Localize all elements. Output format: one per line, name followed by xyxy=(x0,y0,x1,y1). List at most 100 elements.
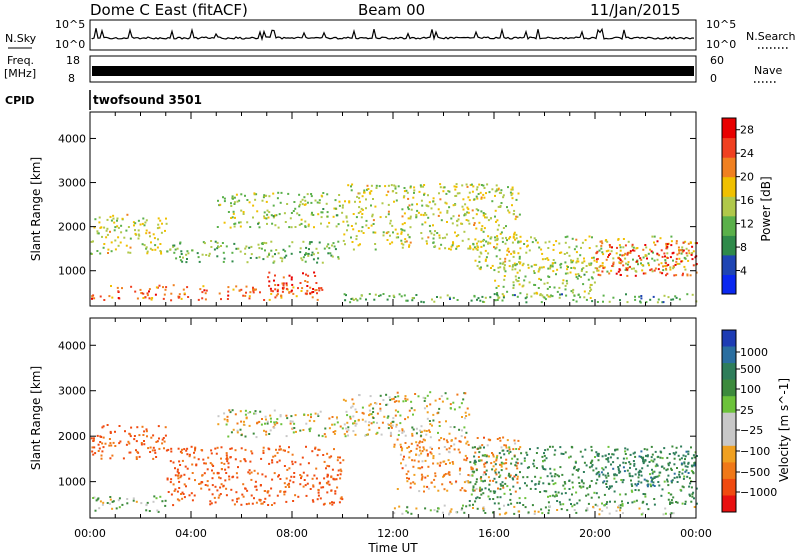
power-cell xyxy=(666,252,669,255)
power-cell xyxy=(384,185,387,188)
velocity-cell xyxy=(653,470,656,473)
power-cell xyxy=(444,201,447,204)
power-cell xyxy=(306,285,309,287)
velocity-cell xyxy=(515,473,517,476)
power-cell xyxy=(123,236,126,239)
velocity-cell xyxy=(485,461,488,464)
velocity-cell xyxy=(351,398,354,401)
velocity-cell xyxy=(425,433,428,436)
velocity-cell xyxy=(479,489,482,492)
power-cell xyxy=(593,259,596,262)
velocity-cell xyxy=(441,483,444,486)
velocity-cell xyxy=(279,414,282,417)
power-cell xyxy=(370,184,373,187)
power-cell xyxy=(141,222,144,225)
velocity-cell xyxy=(194,447,197,450)
velocity-cell xyxy=(445,420,447,423)
power-cell xyxy=(411,299,414,302)
velocity-cell xyxy=(336,421,339,424)
velocity-cell xyxy=(429,423,432,426)
velocity-cell xyxy=(274,454,277,457)
velocity-cell xyxy=(366,433,369,436)
power-cell xyxy=(409,226,412,229)
velocity-cell xyxy=(681,502,684,505)
power-cell xyxy=(626,274,629,277)
power-cell xyxy=(281,290,284,293)
velocity-cell xyxy=(662,513,665,516)
velocity-cell xyxy=(447,450,450,453)
power-cell xyxy=(590,288,593,291)
velocity-cell xyxy=(513,439,516,442)
velocity-cell xyxy=(227,466,230,469)
velocity-cell xyxy=(496,496,499,499)
velocity-cell xyxy=(273,426,276,429)
velocity-cell xyxy=(499,496,502,499)
power-cell xyxy=(549,265,552,268)
power-cell xyxy=(455,194,458,197)
velocity-cell xyxy=(500,465,503,468)
power-cell xyxy=(300,222,303,225)
power-cell xyxy=(125,229,128,232)
power-cell xyxy=(517,276,520,279)
power-cell xyxy=(670,244,673,247)
velocity-cell xyxy=(518,448,521,451)
velocity-cell xyxy=(541,465,544,468)
power-cell xyxy=(487,242,489,245)
power-cell xyxy=(695,242,698,245)
power-cell xyxy=(479,268,482,271)
power-cell xyxy=(416,209,419,212)
velocity-cell xyxy=(128,442,131,445)
velocity-cell xyxy=(492,511,494,514)
velocity-cell xyxy=(458,469,461,472)
power-cell xyxy=(541,294,544,297)
power-cell xyxy=(640,295,643,297)
velocity-cell xyxy=(554,482,557,485)
power-cell xyxy=(667,296,670,299)
power-cell xyxy=(455,183,458,186)
velocity-cell xyxy=(418,446,421,449)
power-ytick-label: 4000 xyxy=(58,132,86,145)
power-cell xyxy=(590,284,593,286)
power-cell xyxy=(626,267,629,270)
power-cell xyxy=(291,283,294,286)
power-cell xyxy=(405,189,408,192)
power-cell xyxy=(508,259,511,262)
velocity-cell xyxy=(465,480,468,483)
velocity-cell xyxy=(225,452,228,455)
velocity-cell xyxy=(368,404,371,407)
power-cell xyxy=(576,257,579,260)
power-cell xyxy=(387,210,390,213)
power-cell xyxy=(477,246,480,249)
power-cell xyxy=(449,248,452,251)
velocity-cell xyxy=(593,491,596,494)
velocity-cell xyxy=(261,418,263,420)
power-cell xyxy=(301,203,304,206)
velocity-cell xyxy=(509,498,512,501)
velocity-cell xyxy=(210,449,213,452)
velocity-cell xyxy=(109,430,112,433)
velocity-cell xyxy=(680,445,683,448)
power-cell xyxy=(641,269,644,272)
velocity-cell xyxy=(262,449,265,452)
velocity-cell xyxy=(601,502,603,505)
power-cell xyxy=(219,203,222,206)
velocity-cell xyxy=(468,413,471,416)
power-cell xyxy=(651,235,654,238)
velocity-cell xyxy=(319,497,322,500)
power-cell xyxy=(608,300,611,303)
velocity-cell xyxy=(424,476,427,479)
power-cell xyxy=(322,192,325,194)
velocity-cell xyxy=(474,461,477,463)
power-cell xyxy=(334,207,337,210)
velocity-cell xyxy=(261,473,264,476)
power-cell xyxy=(355,238,358,241)
velocity-cell xyxy=(398,429,401,432)
velocity-cell xyxy=(306,482,309,485)
velocity-cell xyxy=(690,486,693,489)
velocity-cell xyxy=(394,414,397,417)
velocity-cell xyxy=(644,459,647,462)
power-cell xyxy=(669,256,672,259)
power-cell xyxy=(484,249,487,252)
velocity-cell xyxy=(242,423,245,426)
